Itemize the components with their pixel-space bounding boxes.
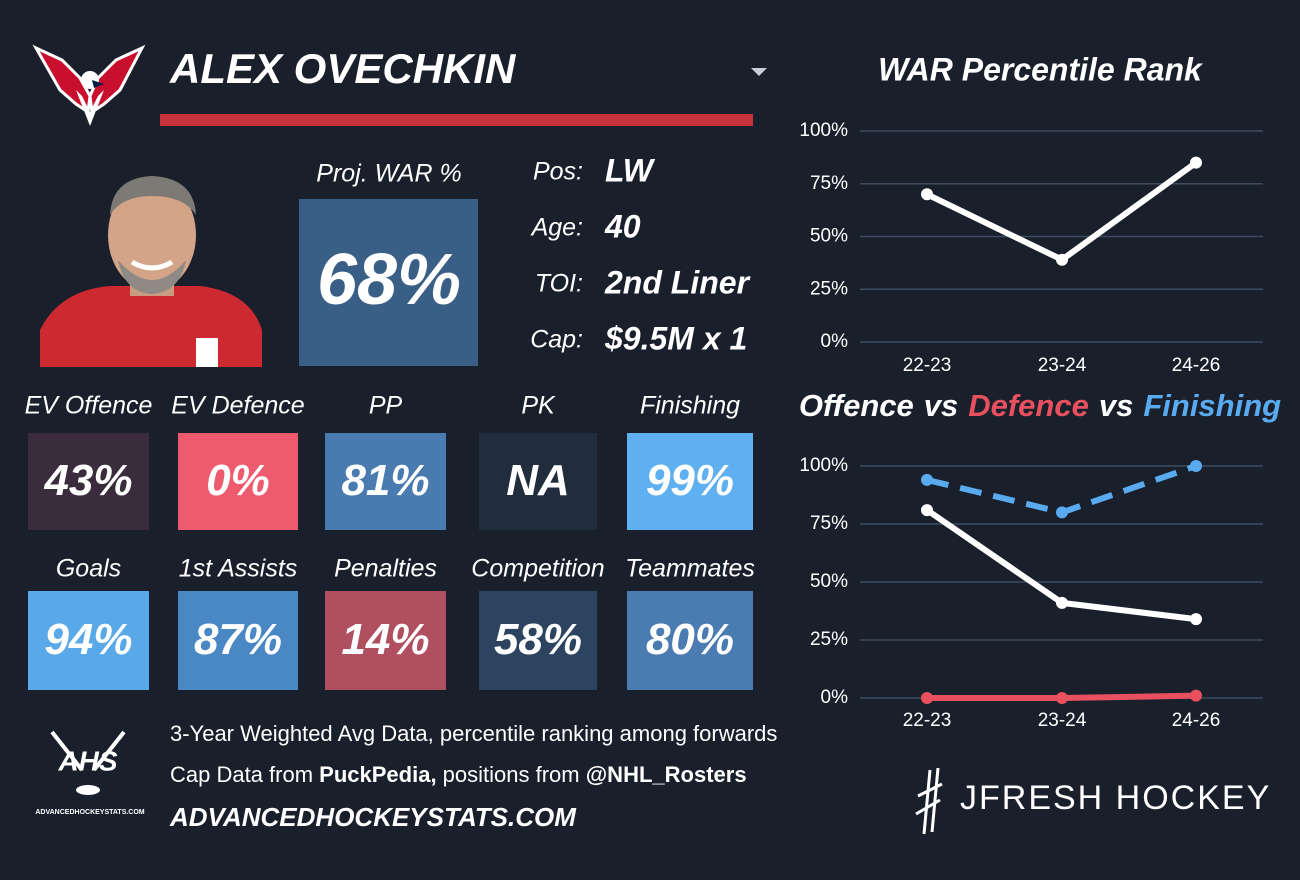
note-segment: Cap Data from: [170, 762, 319, 787]
tile: [627, 433, 753, 530]
data-point: [1190, 613, 1202, 626]
projection-box: [299, 199, 478, 366]
data-point: [1056, 596, 1068, 609]
ahs-text: AHS: [57, 745, 117, 776]
projection-value: 68%: [317, 240, 461, 320]
bio-label: Cap:: [530, 326, 583, 354]
y-tick-label: 50%: [810, 571, 848, 592]
x-tick-label: 22-23: [903, 355, 952, 376]
legend-entry: Offence: [799, 388, 914, 423]
tile: [178, 433, 298, 530]
projection-label: Proj. WAR %: [316, 160, 461, 188]
tile-value: NA: [506, 456, 570, 505]
team-logo: [32, 44, 146, 126]
legend-entry: Defence: [968, 388, 1089, 423]
chart-title: Offence vs Defence vs Finishing: [799, 388, 1281, 423]
data-point: [921, 188, 933, 201]
data-point: [1190, 689, 1202, 702]
ahs-logo: AHS ADVANCEDHOCKEYSTATS.COM: [35, 730, 145, 816]
data-point: [1056, 506, 1068, 519]
data-point: [921, 473, 933, 486]
bio-value: $9.5M x 1: [604, 320, 747, 356]
tile-label: EV Defence: [171, 392, 304, 420]
data-point: [921, 504, 933, 517]
chart-title: WAR Percentile Rank: [878, 51, 1204, 87]
bio-value: 40: [604, 208, 641, 244]
ahs-site: ADVANCEDHOCKEYSTATS.COM: [35, 809, 144, 816]
tile: [178, 591, 298, 690]
data-point: [1190, 156, 1202, 169]
tile: [28, 591, 149, 690]
y-tick-label: 0%: [821, 687, 849, 708]
tile-label: Competition: [471, 555, 604, 583]
tile-value: 81%: [341, 456, 429, 505]
y-tick-label: 100%: [799, 120, 848, 141]
tile-label: PP: [369, 392, 403, 420]
bio-label: TOI:: [535, 270, 583, 298]
name-underline: [160, 114, 753, 126]
tile: [28, 433, 149, 530]
tile-value: 43%: [43, 456, 132, 505]
x-tick-label: 22-23: [903, 710, 952, 731]
tile: [325, 591, 446, 690]
player-photo: [40, 175, 262, 367]
bio-value: LW: [605, 152, 656, 188]
tile-value: 58%: [494, 615, 582, 664]
data-point: [921, 692, 933, 704]
y-tick-label: 0%: [821, 331, 849, 352]
y-tick-label: 25%: [810, 629, 848, 650]
player-name: ALEX OVECHKIN: [169, 45, 517, 92]
title-separator: vs: [924, 388, 958, 423]
website: ADVANCEDHOCKEYSTATS.COM: [169, 802, 577, 832]
note-segment: @NHL_Rosters: [586, 762, 747, 787]
y-tick-label: 25%: [810, 278, 848, 299]
brand-name: JFRESH HOCKEY: [960, 779, 1271, 817]
note-line-2: Cap Data from PuckPedia, positions from …: [170, 762, 747, 787]
tile-value: 0%: [206, 456, 270, 505]
data-point: [1056, 692, 1068, 704]
y-tick-label: 50%: [810, 226, 848, 247]
tile: [479, 591, 597, 690]
bio-value: 2nd Liner: [604, 264, 751, 300]
x-tick-label: 24-26: [1172, 710, 1221, 731]
tile-label: Teammates: [625, 555, 755, 583]
x-tick-label: 23-24: [1038, 355, 1087, 376]
dropdown-arrow[interactable]: [751, 68, 767, 76]
tile-label: PK: [521, 392, 556, 420]
title-separator: vs: [1099, 388, 1133, 423]
data-point: [1056, 253, 1068, 266]
x-tick-label: 24-26: [1172, 355, 1221, 376]
bio-label: Pos:: [533, 158, 583, 186]
note-segment: PuckPedia,: [319, 762, 436, 787]
tile: [627, 591, 753, 690]
note-line-1: 3-Year Weighted Avg Data, percentile ran…: [170, 721, 777, 746]
legend-entry: Finishing: [1143, 388, 1281, 423]
tile-label: Finishing: [640, 392, 740, 420]
tile-value: 14%: [341, 615, 429, 664]
tile: [325, 433, 446, 530]
tile-label: 1st Assists: [179, 555, 298, 583]
tile-label: Penalties: [334, 555, 437, 583]
tile-value: 99%: [646, 456, 734, 505]
tile-value: 80%: [646, 615, 734, 664]
y-tick-label: 75%: [810, 173, 848, 194]
tile-label: EV Offence: [25, 392, 153, 420]
tile-label: Goals: [56, 555, 121, 583]
tile-value: 87%: [194, 615, 282, 664]
bio-label: Age:: [530, 214, 583, 242]
y-tick-label: 75%: [810, 513, 848, 534]
note-segment: positions from: [437, 762, 586, 787]
x-tick-label: 23-24: [1038, 710, 1087, 731]
data-point: [1190, 460, 1202, 472]
tile: [479, 433, 597, 530]
y-tick-label: 100%: [799, 455, 848, 476]
brand-logo: [915, 767, 943, 835]
tile-value: 94%: [44, 615, 132, 664]
